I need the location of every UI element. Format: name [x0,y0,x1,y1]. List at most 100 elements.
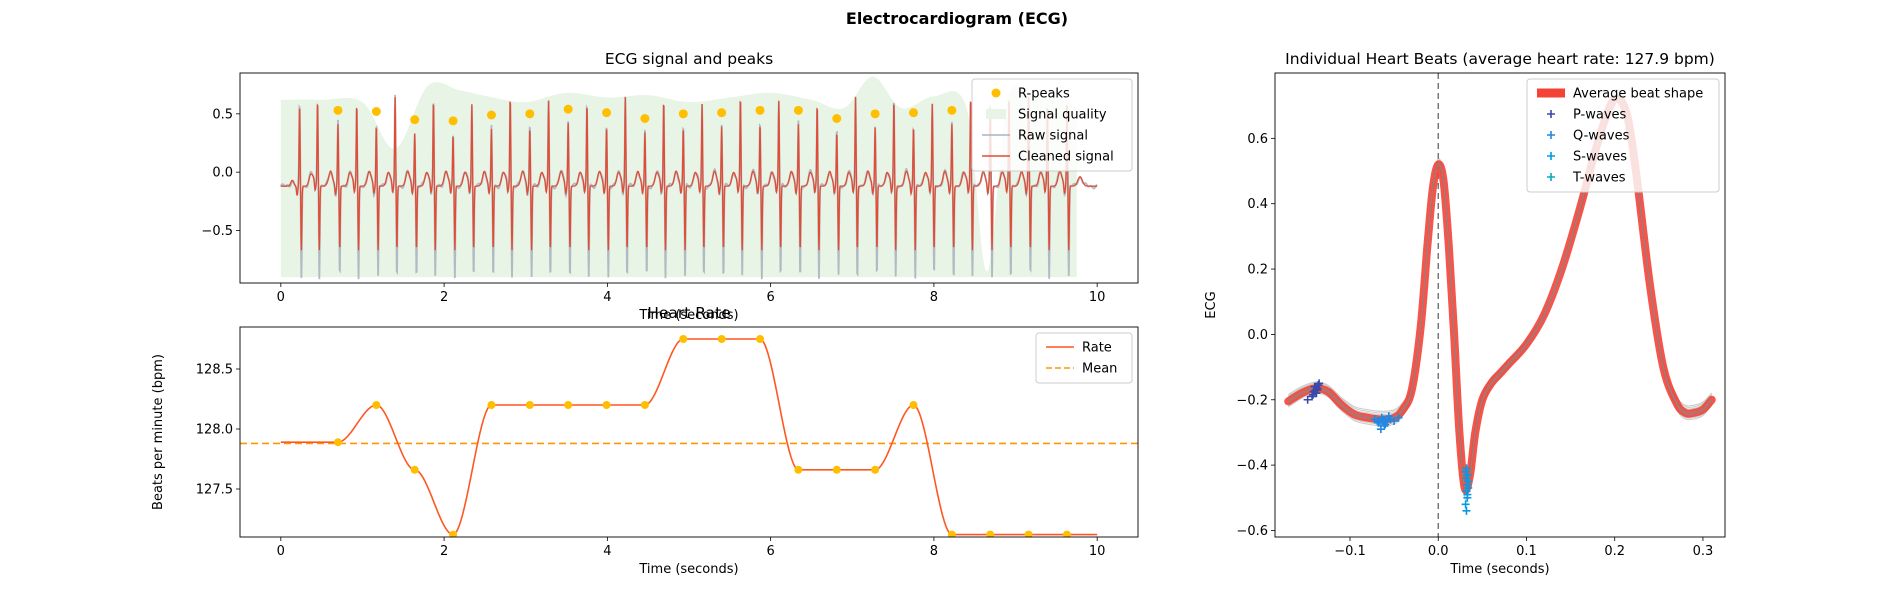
p-wave-marker [1308,390,1317,399]
legend-label: P-waves [1573,108,1627,123]
rate-point-marker [986,530,995,537]
rate-point-marker [410,465,419,474]
plot-area [1284,73,1716,537]
axes-frame [239,326,1139,538]
r-peak-marker [678,109,688,119]
y-tick-label: −0.4 [1236,459,1268,474]
rate-point-marker [794,465,803,474]
legend-box [1526,78,1720,193]
rate-point-marker [525,401,534,409]
rate-point-marker [832,465,841,474]
s-wave-marker [1461,500,1470,509]
rate-point-marker [1062,530,1071,537]
rate-point-marker [372,401,381,409]
r-peak-marker [870,109,880,119]
x-tick-label: 0.1 [1516,544,1537,559]
legend-handle [986,109,1006,119]
rate-point-marker [909,401,918,409]
legend-box [1035,332,1133,384]
x-tick-label: 8 [930,290,938,305]
rate-point-marker [333,438,342,447]
legend-handle [991,88,1001,98]
legend-label: Rate [1082,341,1112,356]
legend-label: Signal quality [1018,108,1107,123]
rate-point-marker [947,530,956,537]
r-peak-marker [717,108,727,118]
y-tick-label: 0.5 [212,107,233,122]
p-wave-marker [1315,379,1324,388]
heart-beats-panel: −0.1 0.0 0.1 0.2 0.3 −0.6 −0.4 −0.2 0.0 0.2 0.4 0.6… [1204,50,1726,577]
legend-label: Mean [1082,362,1117,377]
p-wave-marker [1308,392,1317,401]
s-wave-marker [1464,483,1473,492]
x-tick-label: −0.1 [1334,544,1366,559]
y-tick-label: 128.5 [196,363,233,378]
legend-label: Average beat shape [1573,87,1703,102]
x-tick-label: 4 [603,290,611,305]
panel-title: ECG signal and peaks [605,50,773,68]
s-wave-marker [1463,490,1472,499]
x-tick-label: 0.0 [1428,544,1449,559]
p-wave-marker [1303,395,1312,404]
r-peak-marker [947,105,957,115]
rate-point-marker [487,401,496,409]
q-wave-marker [1379,415,1388,424]
r-peak-marker [832,114,842,123]
rate-point-marker [756,335,765,343]
figure-suptitle: Electrocardiogram (ECG) [846,9,1068,28]
legend-label: S-waves [1573,150,1627,165]
x-tick-label: 2 [440,544,448,559]
x-tick-label: 0.3 [1693,544,1714,559]
rate-point-marker [564,401,573,409]
cleaned-signal-line [280,97,1098,251]
q-wave-marker [1374,418,1383,427]
x-axis-label: Time (seconds) [1449,562,1549,577]
ecg-signal-panel: 0 2 4 6 8 10 −0.5 0.0 0.5 ECG signal and peaks Tim… [201,50,1139,323]
s-wave-marker [1463,470,1472,479]
legend-handle [1547,152,1555,160]
q-wave-marker [1377,413,1386,422]
y-tick-label: 0.4 [1247,197,1268,212]
axes-frame [1274,72,1726,538]
q-wave-marker [1394,413,1403,422]
x-tick-label: 8 [930,544,938,559]
y-axis-label: ECG [1204,291,1219,318]
r-peak-marker [793,105,803,115]
y-axis-label: Beats per minute (bpm) [151,354,166,510]
r-peak-marker [371,107,381,116]
rate-point-marker [449,530,458,537]
x-tick-label: 0.2 [1604,544,1625,559]
rate-point-marker [871,465,880,474]
legend-handle [1547,110,1555,118]
r-peak-marker [909,108,918,118]
rate-point-marker [602,401,611,409]
heart-rate-line [280,338,1098,536]
rate-point-marker [1024,530,1033,537]
r-peak-marker [448,116,458,126]
y-tick-label: −0.5 [201,224,233,239]
x-tick-label: 4 [603,544,611,559]
legend-label: Raw signal [1018,129,1088,144]
plot-area [280,76,1098,280]
s-wave-marker [1462,464,1471,473]
y-tick-label: 127.5 [196,483,233,498]
y-tick-label: 0.6 [1247,132,1268,147]
panel-title: Heart Rate [647,304,731,322]
y-tick-label: 0.0 [212,166,233,181]
y-tick-label: −0.6 [1236,524,1268,539]
x-axis-label: Time (seconds) [638,562,738,577]
y-tick-label: 0.0 [1247,328,1268,343]
legend-label: R-peaks [1018,87,1070,102]
q-wave-marker [1386,415,1395,424]
r-peak-marker [640,114,650,123]
x-tick-label: 2 [440,290,448,305]
q-wave-marker [1380,421,1389,430]
x-axis-label: Time (seconds) [638,308,738,323]
r-peak-marker [333,105,343,115]
s-wave-marker [1462,506,1471,515]
y-tick-label: 128.0 [196,423,233,438]
r-peak-marker [602,108,612,118]
r-peak-marker [410,115,420,125]
